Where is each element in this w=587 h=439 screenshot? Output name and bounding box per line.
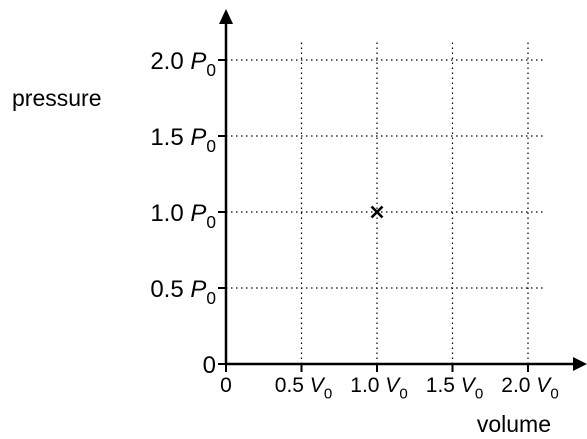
y-tick-label: 0.5 P0 — [150, 276, 216, 308]
x-tick-label: 2.0 V0 — [501, 374, 558, 402]
x-tick-label: 1.5 V0 — [426, 374, 483, 402]
y-axis-label: pressure — [12, 85, 101, 111]
marker-stroke — [370, 205, 384, 219]
x-tick-label: 0.5 V0 — [275, 374, 332, 402]
y-tick-label: 2.0 P0 — [150, 48, 216, 80]
data-point-marker — [370, 205, 384, 219]
x-axis-arrowhead — [573, 357, 587, 371]
data-points — [370, 205, 384, 219]
y-axis-arrowhead — [219, 9, 233, 24]
x-tick-label: 1.0 V0 — [350, 374, 407, 402]
x-tick-labels: 0 0.5 V0 1.0 V0 1.5 V0 2.0 V0 — [220, 374, 559, 402]
tick-marks — [218, 59, 529, 372]
x-axis-label: volume — [477, 411, 551, 437]
y-tick-label: 1.0 P0 — [150, 200, 216, 232]
x-tick-label: 0 — [220, 374, 232, 397]
y-tick-label: 0 — [203, 352, 216, 379]
y-tick-labels: 0 0.5 P0 1.0 P0 1.5 P0 2.0 P0 — [150, 48, 216, 379]
gridlines — [226, 42, 543, 364]
axes — [219, 9, 587, 371]
y-tick-label: 1.5 P0 — [150, 124, 216, 156]
